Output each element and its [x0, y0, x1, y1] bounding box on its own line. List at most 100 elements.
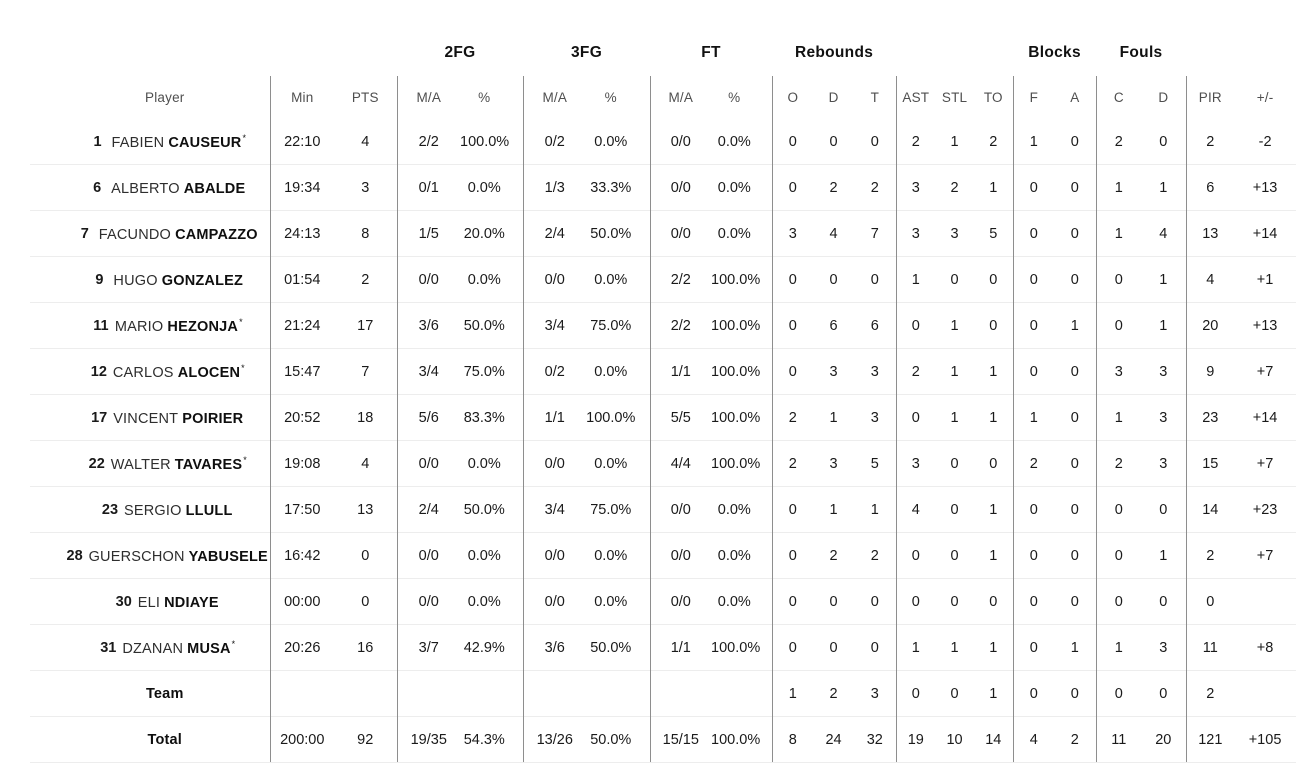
player-first-name: WALTER [110, 456, 171, 473]
stat-2fg-pct: 20.0% [460, 210, 524, 257]
starter-mark: * [242, 132, 246, 143]
stat-pir: 14 [1185, 486, 1235, 533]
stat-reb-d: 0 [813, 256, 855, 303]
stat-reb-t: 32 [854, 716, 897, 763]
stat-3fg-pct: 50.0% [586, 210, 651, 257]
stat-reb-d: 1 [813, 394, 855, 441]
group-ft: FT [701, 44, 721, 61]
stat-to: 1 [974, 486, 1014, 533]
stat-ft-ma: 0/0 [649, 164, 712, 211]
player-last-name: YABUSELE [188, 548, 268, 565]
stat-reb-t: 3 [854, 670, 897, 717]
stat-pir: 2 [1185, 670, 1235, 717]
stat-3fg-pct: 0.0% [586, 256, 651, 303]
stat-blk-a: 0 [1054, 578, 1097, 625]
stat-to: 1 [974, 164, 1014, 211]
starter-mark: * [243, 454, 247, 465]
stat-min: 16:42 [269, 532, 334, 579]
stat-min: 24:13 [269, 210, 334, 257]
stat-stl: 0 [935, 440, 975, 487]
stat-blk-f: 0 [1012, 578, 1055, 625]
player-row: 31 DZANAN MUSA* 20:26 16 3/7 42.9% 3/6 50… [30, 624, 1297, 671]
stat-3fg-ma: 0/0 [522, 532, 587, 579]
stat-ft-pct: 100.0% [711, 716, 773, 763]
stat-reb-t: 0 [854, 624, 897, 671]
stat-pts: 18 [334, 394, 397, 441]
stat-pts: 0 [334, 532, 397, 579]
stat-foul-d: 3 [1141, 440, 1187, 487]
box-score-table: 2FG 3FG FT Rebounds Blocks Fouls Player … [30, 0, 1297, 763]
jersey-number: 17 [91, 410, 108, 427]
stat-ft-pct: 0.0% [711, 164, 773, 211]
col-blk-a: A [1070, 90, 1080, 105]
stat-blk-f: 0 [1012, 302, 1055, 349]
player-row: 23 SERGIO LLULL 17:50 13 2/4 50.0% 3/4 75… [30, 486, 1297, 533]
group-header-row: 2FG 3FG FT Rebounds Blocks Fouls [30, 0, 1296, 76]
stat-pir: 121 [1185, 716, 1235, 763]
stat-reb-d: 6 [813, 302, 855, 349]
stat-blk-a: 0 [1054, 486, 1097, 533]
stat-reb-t: 0 [854, 256, 897, 303]
stat-reb-t: 1 [854, 486, 897, 533]
player-last-name: CAUSEUR [168, 134, 242, 151]
stat-plus-minus: +7 [1234, 532, 1297, 579]
stat-ft-pct: 0.0% [711, 532, 773, 579]
stat-pts: 7 [334, 348, 397, 395]
stat-plus-minus: +14 [1234, 210, 1297, 257]
stat-2fg-ma: 19/35 [396, 716, 460, 763]
stat-ft-pct: 0.0% [711, 486, 773, 533]
col-foul-d: D [1158, 90, 1169, 105]
player-first-name: ALBERTO [111, 180, 180, 197]
stat-foul-d: 0 [1141, 670, 1187, 717]
stat-plus-minus: +105 [1234, 716, 1297, 763]
stat-reb-d: 2 [813, 532, 855, 579]
stat-stl: 0 [935, 256, 975, 303]
stat-reb-d: 0 [829, 133, 838, 150]
stat-ast: 19 [895, 716, 936, 763]
stat-ast: 0 [895, 578, 936, 625]
stat-pir: 15 [1185, 440, 1235, 487]
player-row: 9 HUGO GONZALEZ 01:54 2 0/0 0.0% 0/0 0.0%… [30, 256, 1297, 303]
stat-reb-d: 1 [813, 486, 855, 533]
col-player: Player [145, 90, 185, 105]
stat-ft-ma: 2/2 [649, 256, 712, 303]
stat-ft-pct: 100.0% [711, 624, 773, 671]
stat-foul-d: 20 [1141, 716, 1187, 763]
stat-blk-a: 1 [1054, 302, 1097, 349]
stat-foul-c: 0 [1095, 302, 1142, 349]
stat-foul-c: 1 [1095, 164, 1142, 211]
player-first-name: FABIEN [111, 134, 165, 151]
stat-2fg-pct: 54.3% [460, 716, 524, 763]
player-cell: 9 HUGO GONZALEZ [30, 256, 270, 303]
stat-ast: 4 [895, 486, 936, 533]
stat-plus-minus: +13 [1234, 164, 1297, 211]
stat-blk-a: 0 [1070, 133, 1079, 150]
stat-ft-ma: 0/0 [649, 578, 712, 625]
player-row: 11 MARIO HEZONJA* 21:24 17 3/6 50.0% 3/4 … [30, 302, 1297, 349]
column-header-row: Player Min PTS M/A % M/A % M/A % O D T A… [30, 76, 1296, 119]
player-cell: 30 ELI NDIAYE [30, 578, 270, 625]
stat-reb-o: 0 [771, 302, 814, 349]
stat-reb-t: 7 [854, 210, 897, 257]
stat-blk-f: 0 [1012, 486, 1055, 533]
stat-2fg-pct: 75.0% [460, 348, 524, 395]
stat-stl: 10 [935, 716, 975, 763]
stat-reb-o: 2 [771, 440, 814, 487]
player-last-name: CAMPAZZO [175, 226, 258, 243]
stat-3fg-pct: 0.0% [594, 133, 628, 150]
stat-ft-ma: 0/0 [649, 486, 712, 533]
stat-ft-ma: 4/4 [649, 440, 712, 487]
stat-ft-ma: 0/0 [649, 210, 712, 257]
jersey-number: 30 [115, 594, 132, 611]
stat-to: 0 [974, 256, 1014, 303]
player-first-name: ELI [137, 594, 161, 611]
stat-reb-t: 5 [854, 440, 897, 487]
stat-ft-ma: 15/15 [649, 716, 712, 763]
stat-foul-c: 1 [1095, 624, 1142, 671]
stat-to: 1 [974, 348, 1014, 395]
stat-3fg-ma: 2/4 [522, 210, 587, 257]
stat-to: 1 [974, 670, 1014, 717]
starter-mark: * [239, 316, 243, 327]
stat-3fg-ma: 0/2 [522, 119, 587, 165]
player-first-name: DZANAN [122, 640, 184, 657]
